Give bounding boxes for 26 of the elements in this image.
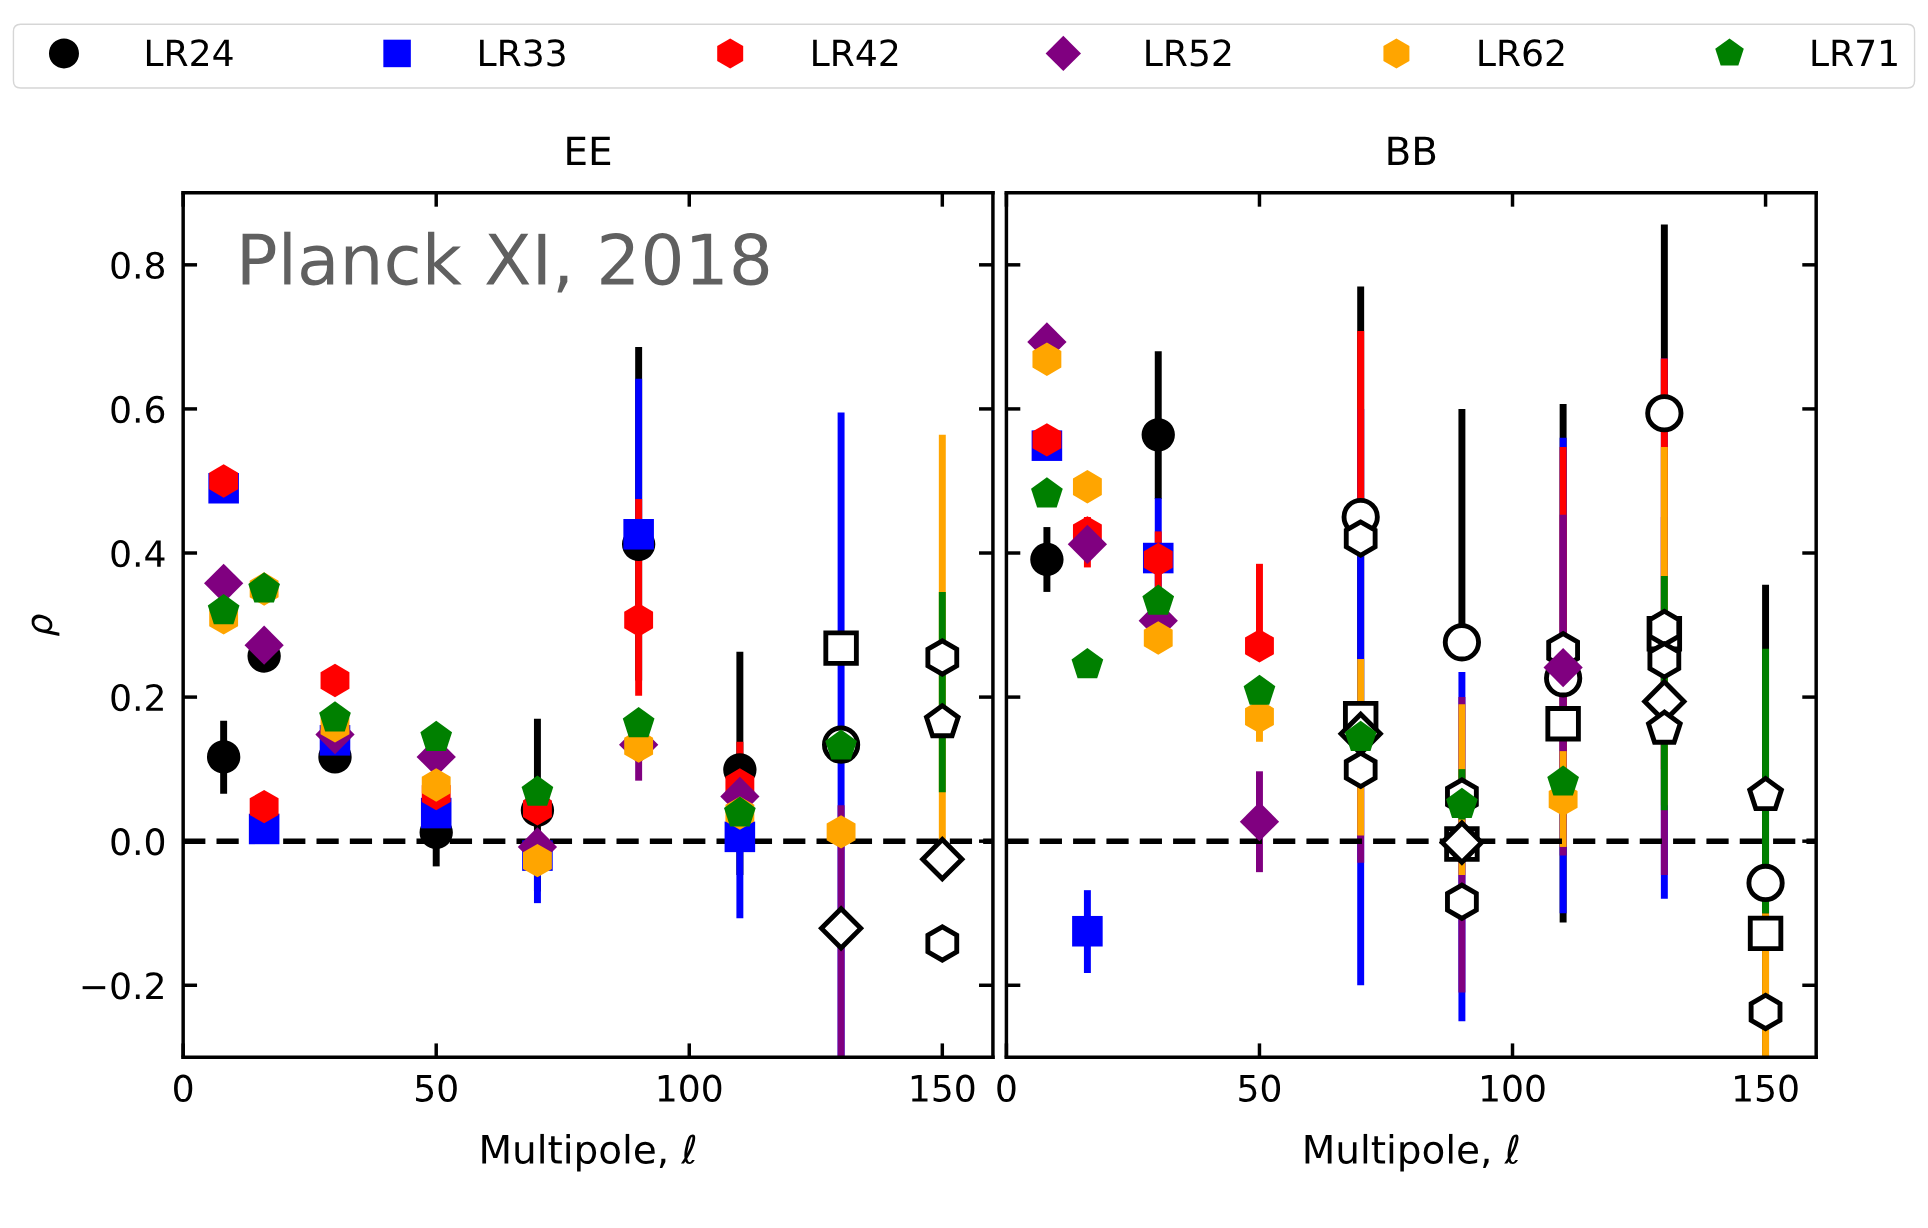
legend-label: LR24 [146, 39, 233, 67]
x-tick-label: 0 [174, 1074, 193, 1102]
x-tick-label: 50 [416, 1074, 457, 1102]
x-tick-label: 150 [1735, 1074, 1798, 1102]
legend-label: LR62 [1479, 39, 1564, 67]
chart-title: EE [567, 136, 611, 166]
x-tick-label: 0 [997, 1074, 1016, 1102]
y-tick-label: 0.4 [111, 539, 165, 568]
y-tick-label: 0.6 [111, 395, 165, 424]
legend-label: LR71 [1812, 39, 1897, 67]
x-tick-label: 100 [658, 1074, 722, 1102]
legend-label: LR42 [813, 39, 898, 67]
x-tick-label: 50 [1239, 1074, 1281, 1102]
legend-label: LR33 [480, 39, 565, 67]
x-tick-label: 150 [911, 1074, 975, 1102]
x-axis-title: Multipole, ℓ [1305, 1133, 1519, 1172]
y-tick-label: 0.2 [111, 684, 163, 712]
x-axis-title: Multipole, ℓ [482, 1133, 696, 1172]
y-axis-title: ρ [31, 614, 60, 636]
annotation: Planck XI, 2018 [242, 231, 769, 293]
x-tick-label: 100 [1482, 1074, 1545, 1102]
y-tick-label: 0.8 [111, 251, 165, 280]
legend-label: LR52 [1146, 39, 1231, 67]
y-tick-label: −0.2 [82, 972, 163, 1000]
y-tick-label: 0.0 [111, 828, 165, 856]
chart-title: BB [1388, 136, 1436, 166]
